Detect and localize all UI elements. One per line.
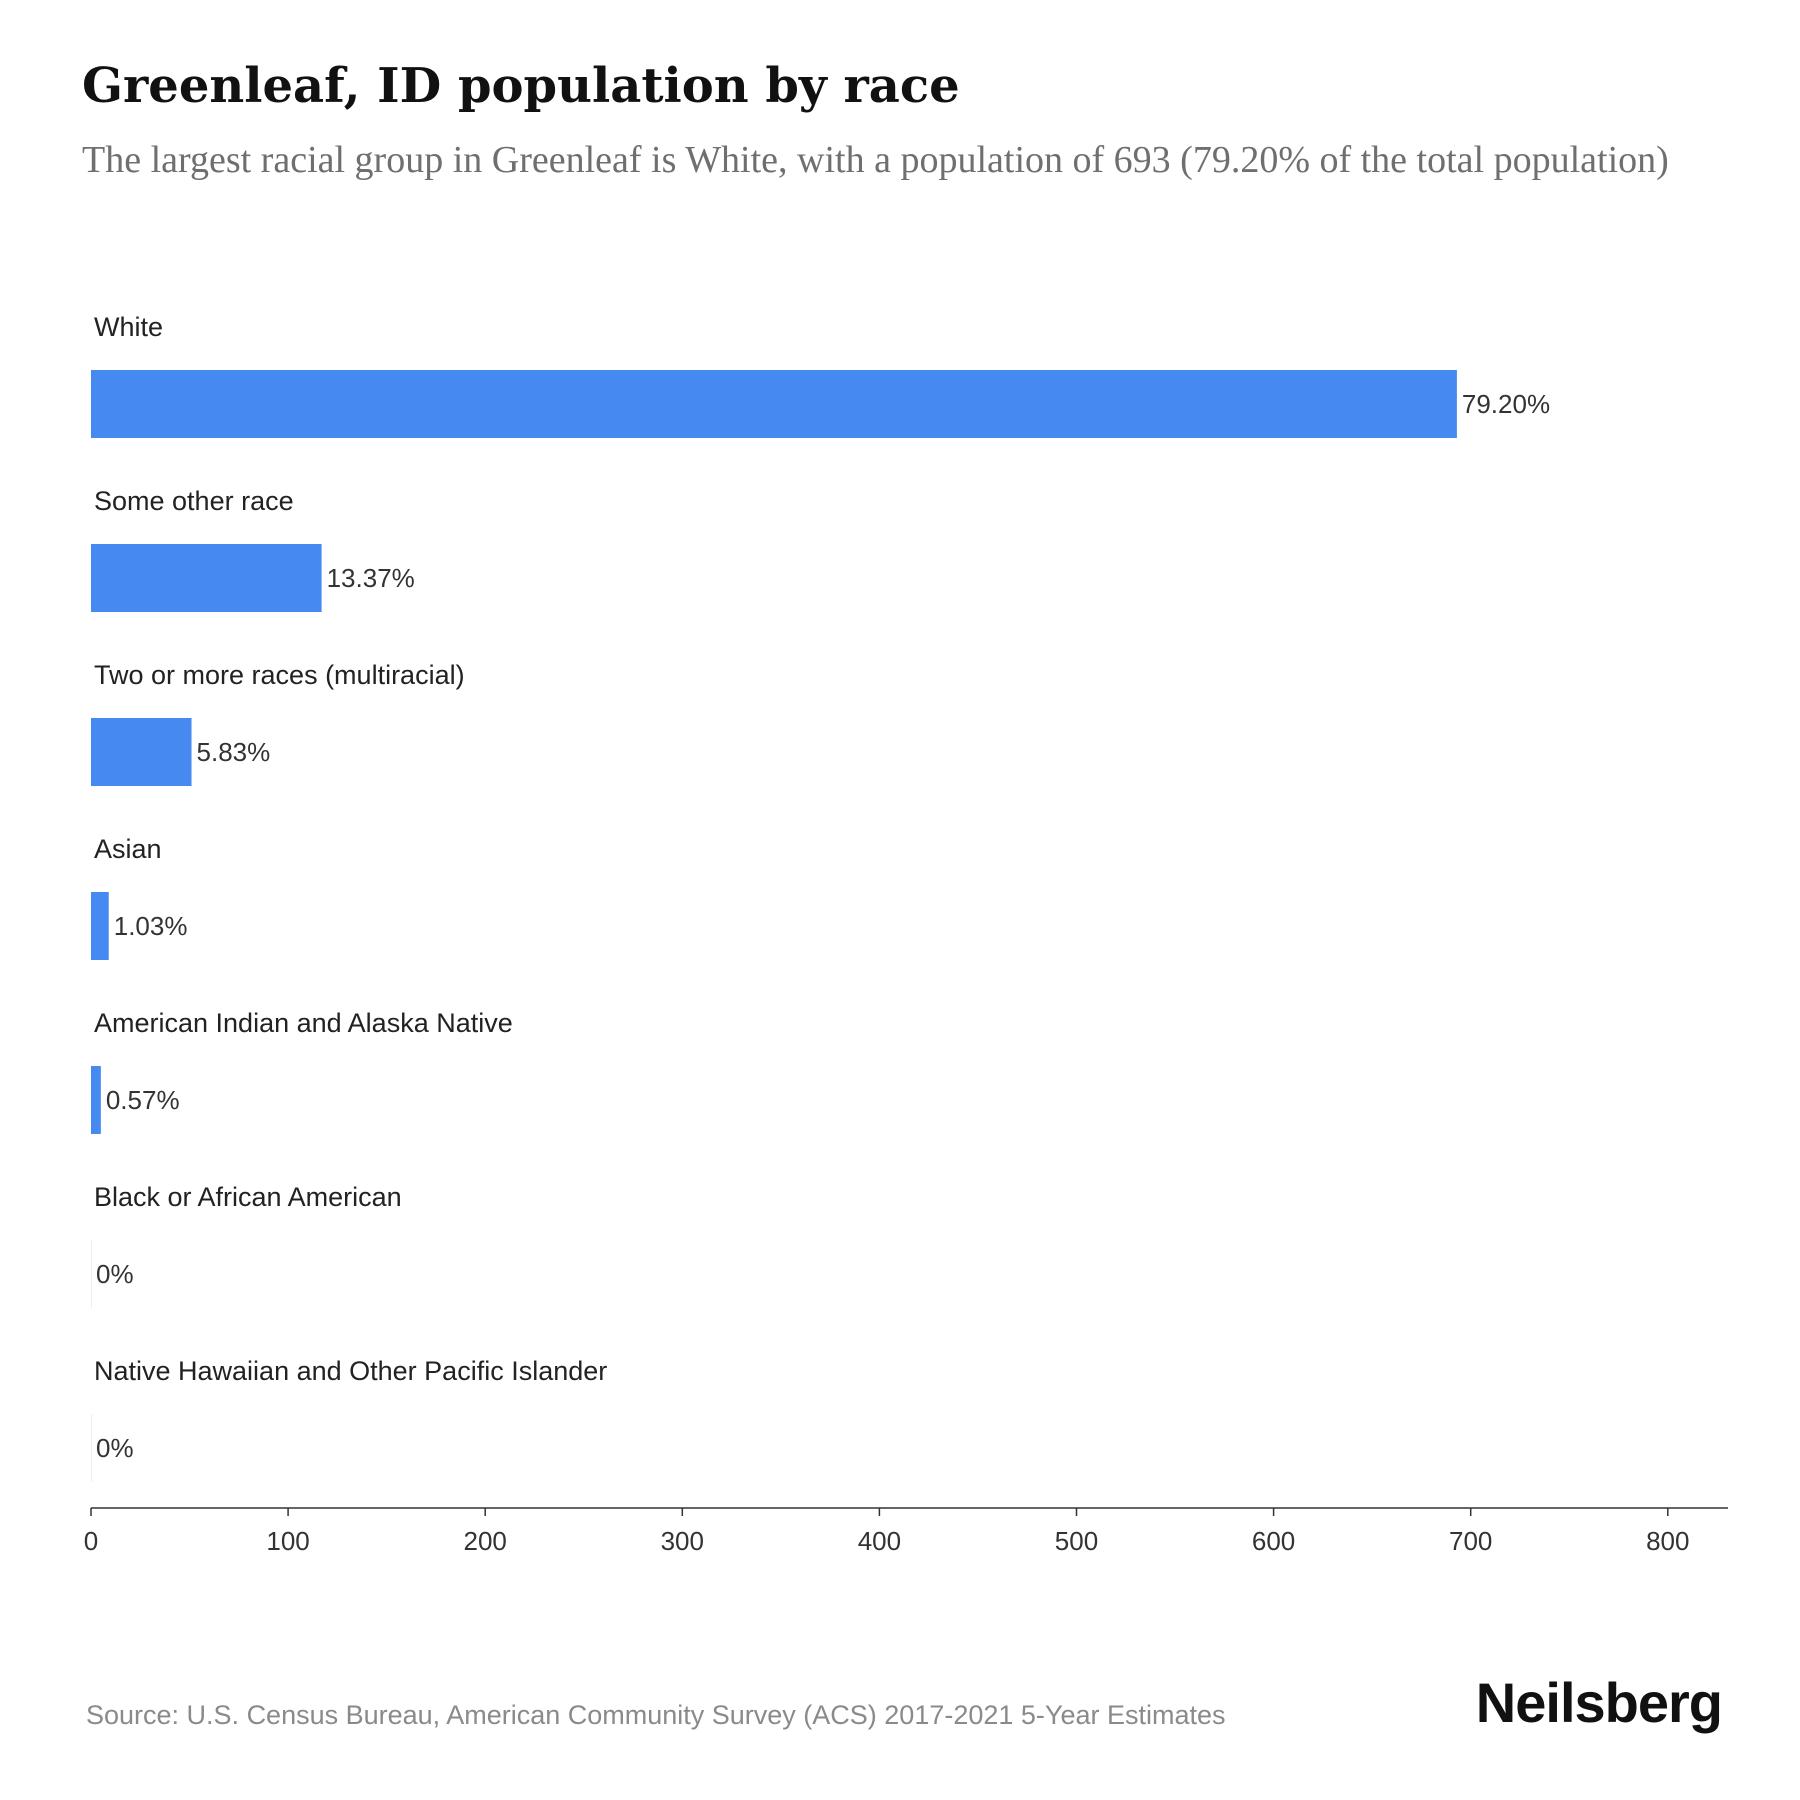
x-tick-label-0: 0: [84, 1526, 98, 1556]
category-label-white: White: [94, 312, 163, 342]
x-tick-label-600: 600: [1252, 1526, 1295, 1556]
brand-logo: Neilsberg: [1475, 1671, 1723, 1734]
data-label-native-hawaiian-and-other-pacific-islander: 0%: [96, 1433, 134, 1463]
data-label-white: 79.20%: [1462, 389, 1550, 419]
x-tick-label-700: 700: [1449, 1526, 1492, 1556]
x-tick-label-300: 300: [661, 1526, 704, 1556]
category-label-asian: Asian: [94, 834, 162, 864]
data-label-asian: 1.03%: [114, 911, 188, 941]
data-label-some-other-race: 13.37%: [327, 563, 415, 593]
data-label-black-or-african-american: 0%: [96, 1259, 134, 1289]
data-label-two-or-more-races-multiracial: 5.83%: [197, 737, 271, 767]
bar-two-or-more-races-multiracial: [91, 718, 192, 786]
category-label-black-or-african-american: Black or African American: [94, 1182, 402, 1212]
category-label-two-or-more-races-multiracial: Two or more races (multiracial): [94, 660, 465, 690]
bar-american-indian-and-alaska-native: [91, 1066, 101, 1134]
x-tick-label-500: 500: [1055, 1526, 1098, 1556]
x-tick-label-100: 100: [266, 1526, 309, 1556]
category-label-american-indian-and-alaska-native: American Indian and Alaska Native: [94, 1008, 513, 1038]
category-label-some-other-race: Some other race: [94, 486, 294, 516]
data-label-american-indian-and-alaska-native: 0.57%: [106, 1085, 180, 1115]
source-note: Source: U.S. Census Bureau, American Com…: [86, 1700, 1226, 1730]
category-label-native-hawaiian-and-other-pacific-islander: Native Hawaiian and Other Pacific Island…: [94, 1356, 607, 1386]
x-tick-label-200: 200: [464, 1526, 507, 1556]
x-tick-label-800: 800: [1646, 1526, 1689, 1556]
bar-white: [91, 370, 1457, 438]
bar-asian: [91, 892, 109, 960]
x-tick-label-400: 400: [858, 1526, 901, 1556]
chart-subtitle: The largest racial group in Greenleaf is…: [82, 139, 1669, 181]
bar-chart: White 79.20% Some other race 13.37% Two or m…: [84, 312, 1728, 1556]
chart-title: Greenleaf, ID population by race: [82, 58, 960, 114]
bar-some-other-race: [91, 544, 322, 612]
